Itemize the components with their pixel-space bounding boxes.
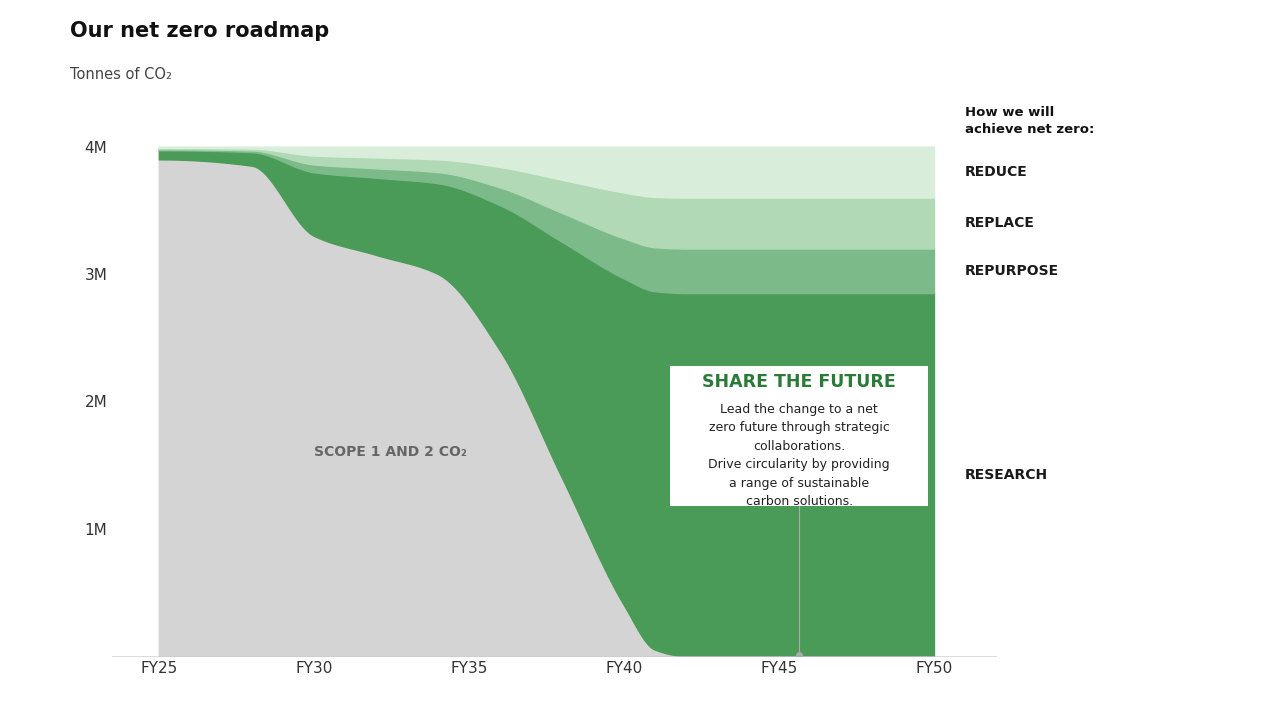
Text: SHARE THE FUTURE: SHARE THE FUTURE xyxy=(703,374,896,391)
Text: REDUCE: REDUCE xyxy=(964,165,1028,179)
Text: Lead the change to a net
zero future through strategic
collaborations.
Drive cir: Lead the change to a net zero future thr… xyxy=(708,403,890,508)
Text: How we will
achieve net zero:: How we will achieve net zero: xyxy=(964,106,1095,137)
Text: REPURPOSE: REPURPOSE xyxy=(964,264,1059,278)
Text: REPLACE: REPLACE xyxy=(964,216,1035,230)
Text: RESEARCH: RESEARCH xyxy=(964,467,1048,482)
FancyBboxPatch shape xyxy=(670,366,928,505)
Text: Tonnes of CO₂: Tonnes of CO₂ xyxy=(70,67,172,82)
Text: SCOPE 1 AND 2 CO₂: SCOPE 1 AND 2 CO₂ xyxy=(313,446,466,459)
Text: Our net zero roadmap: Our net zero roadmap xyxy=(70,21,329,41)
